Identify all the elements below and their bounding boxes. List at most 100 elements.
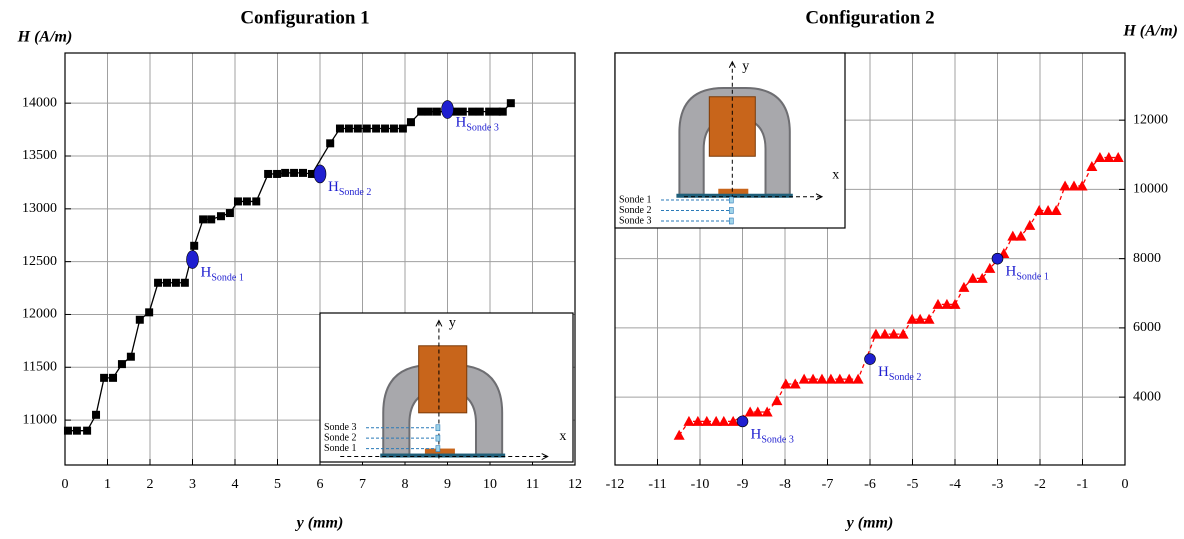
- x-axis-label: y (mm): [845, 515, 894, 532]
- y-tick-label: 8000: [1133, 251, 1161, 266]
- x-tick-label: -5: [907, 477, 919, 492]
- probe-label: HSonde 2: [328, 179, 371, 198]
- data-point: [1050, 205, 1062, 216]
- data-point: [171, 278, 180, 287]
- data-point: [225, 209, 234, 218]
- arrow-head: [541, 453, 549, 460]
- probe-label: HSonde 3: [751, 427, 794, 446]
- probe-label-main: H: [456, 115, 467, 131]
- sample: [424, 448, 455, 456]
- x-tick-label: 0: [1122, 477, 1129, 492]
- data-point: [1086, 161, 1098, 172]
- sonde-label: Sonde 3: [324, 422, 357, 433]
- data-point: [1094, 152, 1106, 163]
- probe-point: [441, 100, 454, 119]
- data-point: [451, 107, 460, 116]
- data-point: [432, 107, 441, 116]
- data-point: [897, 328, 909, 339]
- sonde-label: Sonde 1: [619, 194, 652, 205]
- inset-x-label: x: [832, 168, 839, 183]
- data-point: [154, 278, 163, 287]
- sonde-label: Sonde 2: [324, 432, 357, 443]
- x-tick-label: 3: [189, 477, 196, 492]
- sample: [718, 188, 749, 196]
- data-point: [381, 124, 390, 133]
- data-point: [135, 315, 144, 324]
- plot-frame: [614, 52, 1126, 466]
- data-point: [843, 373, 855, 384]
- data-point: [752, 406, 764, 417]
- data-point: [683, 415, 695, 426]
- data-point: [207, 215, 216, 224]
- y-axis-label: H (A/m): [1122, 23, 1178, 40]
- data-point: [252, 197, 261, 206]
- probe-label: HSonde 3: [456, 115, 499, 134]
- x-tick-label: -11: [648, 477, 666, 492]
- sonde-label: Sonde 3: [619, 215, 652, 226]
- data-point: [353, 124, 362, 133]
- coil: [418, 345, 468, 414]
- probe-label: HSonde 1: [201, 265, 244, 284]
- probe-label-main: H: [751, 427, 762, 443]
- data-point: [126, 352, 135, 361]
- sonde-label: Sonde 1: [324, 443, 357, 454]
- arrow-head: [815, 193, 824, 201]
- data-point: [424, 107, 433, 116]
- data-point: [389, 124, 398, 133]
- x-axis-label: y (mm): [295, 515, 344, 532]
- data-point: [485, 107, 494, 116]
- data-point: [72, 426, 81, 435]
- y-tick-label: 4000: [1133, 389, 1161, 404]
- x-tick-label: -10: [691, 477, 710, 492]
- data-point: [1024, 219, 1036, 230]
- probe-label-main: H: [201, 265, 212, 281]
- data-point: [233, 197, 242, 206]
- data-point: [798, 373, 810, 384]
- sonde: [435, 445, 441, 452]
- data-point: [906, 313, 918, 324]
- data-point: [771, 395, 783, 406]
- sonde: [435, 434, 441, 442]
- y-tick-label: 10000: [1133, 182, 1168, 197]
- x-tick-label: -8: [779, 477, 791, 492]
- y-tick-label: 11500: [23, 360, 57, 375]
- x-tick-label: -1: [1077, 477, 1089, 492]
- x-tick-label: 8: [402, 477, 409, 492]
- data-point: [780, 378, 792, 389]
- data-point: [216, 212, 225, 221]
- data-point: [362, 124, 371, 133]
- data-point: [83, 426, 92, 435]
- y-tick-label: 12000: [22, 307, 57, 322]
- probe-point: [736, 415, 749, 428]
- x-tick-label: -6: [864, 477, 876, 492]
- probe-label-sub: Sonde 1: [211, 273, 244, 284]
- data-point: [468, 107, 477, 116]
- y-tick-label: 13500: [22, 148, 57, 163]
- data-point: [190, 241, 199, 250]
- plot-frame: [64, 52, 576, 466]
- data-point: [100, 373, 109, 382]
- chart-title: Configuration 1: [240, 7, 369, 28]
- x-tick-label: 10: [483, 477, 497, 492]
- x-tick-label: 5: [274, 477, 281, 492]
- data-point: [307, 169, 316, 178]
- data-point: [117, 360, 126, 369]
- data-point: [852, 373, 864, 384]
- probe-point: [864, 353, 876, 365]
- data-point: [492, 107, 501, 116]
- probe-label-sub: Sonde 2: [339, 187, 372, 198]
- data-point: [180, 278, 189, 287]
- data-point: [761, 406, 773, 417]
- probe-point: [991, 252, 1004, 265]
- data-point: [498, 107, 507, 116]
- probe-label-sub: Sonde 3: [761, 435, 794, 446]
- data-point: [372, 124, 381, 133]
- data-point: [692, 415, 704, 426]
- sonde-label: Sonde 2: [619, 205, 652, 216]
- data-point: [789, 378, 801, 389]
- x-tick-label: 11: [526, 477, 539, 492]
- x-tick-label: -2: [1034, 477, 1046, 492]
- x-tick-label: -3: [992, 477, 1004, 492]
- data-point: [290, 168, 299, 177]
